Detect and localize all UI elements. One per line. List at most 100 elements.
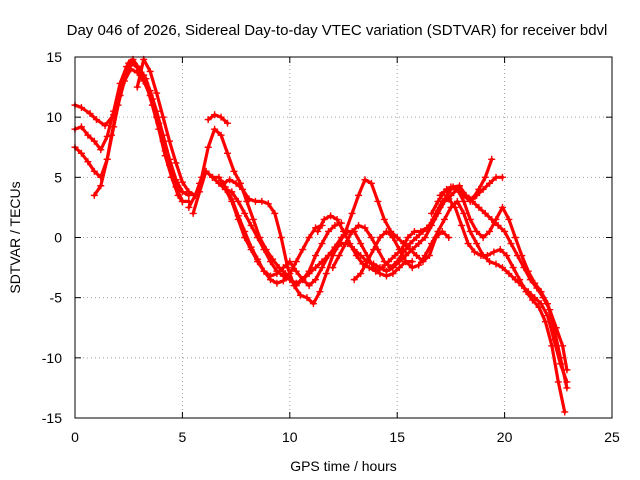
data-point: [230, 167, 238, 175]
data-point: [258, 197, 266, 205]
data-point: [196, 188, 204, 196]
data-point: [505, 215, 513, 223]
data-point: [552, 324, 560, 332]
data-point: [101, 122, 109, 130]
data-point: [202, 167, 210, 175]
data-point: [208, 173, 216, 181]
data-point: [320, 215, 328, 223]
data-point: [239, 185, 247, 193]
y-tick-label: -5: [50, 290, 63, 306]
data-point: [273, 267, 281, 275]
data-point: [464, 240, 472, 248]
data-point: [232, 179, 240, 187]
data-point: [312, 252, 320, 260]
x-tick-label: 20: [497, 429, 513, 445]
data-point: [348, 227, 356, 235]
data-point: [103, 155, 111, 163]
data-point: [86, 110, 94, 118]
data-point: [509, 264, 517, 272]
data-point: [481, 173, 489, 181]
data-point: [215, 173, 223, 181]
data-point: [408, 246, 416, 254]
series-trace: [352, 199, 569, 384]
data-point: [340, 227, 347, 235]
data-point: [413, 252, 421, 260]
series-10: [219, 176, 453, 308]
data-point: [116, 92, 124, 100]
series-trace: [331, 197, 567, 414]
data-point: [511, 276, 519, 284]
data-point: [410, 227, 418, 235]
data-point: [361, 176, 369, 184]
data-point: [142, 79, 150, 87]
data-point: [316, 288, 324, 296]
data-point: [245, 195, 253, 203]
data-point: [382, 227, 390, 235]
series-trace: [187, 127, 343, 288]
data-point: [260, 246, 268, 254]
data-point: [539, 294, 547, 302]
y-tick-label: 15: [46, 49, 62, 65]
data-point: [496, 246, 504, 254]
data-series: [71, 55, 571, 416]
data-point: [92, 116, 100, 124]
data-point: [331, 221, 339, 229]
data-point: [324, 252, 332, 260]
data-point: [247, 221, 255, 229]
data-point: [234, 212, 242, 220]
data-point: [318, 264, 326, 272]
data-point: [380, 258, 388, 266]
data-point: [466, 215, 474, 223]
data-point: [443, 191, 451, 199]
data-point: [374, 197, 382, 205]
data-point: [511, 234, 519, 241]
data-point: [380, 215, 388, 223]
series-trace: [135, 57, 197, 197]
data-point: [228, 195, 236, 203]
data-point: [533, 284, 541, 292]
data-point: [473, 240, 481, 248]
y-tick-label: 10: [46, 109, 62, 125]
data-point: [185, 188, 193, 196]
data-point: [217, 113, 225, 121]
data-point: [389, 234, 397, 241]
data-point: [355, 191, 363, 199]
data-point: [453, 197, 461, 205]
data-point: [357, 270, 365, 278]
data-point: [473, 227, 481, 235]
x-tick-label: 5: [179, 429, 187, 445]
data-point: [279, 272, 287, 280]
data-point: [376, 234, 384, 241]
data-point: [503, 252, 511, 260]
data-point: [303, 294, 311, 302]
data-point: [490, 248, 498, 256]
data-point: [479, 252, 487, 260]
data-point: [363, 258, 371, 266]
data-point: [185, 203, 193, 211]
data-point: [471, 248, 479, 256]
series-14: [350, 197, 571, 386]
data-point: [378, 264, 386, 272]
data-point: [468, 197, 476, 205]
x-axis-label: GPS time / hours: [290, 458, 397, 474]
data-point: [305, 270, 313, 278]
data-point: [389, 270, 397, 278]
data-point: [554, 378, 562, 386]
data-point: [492, 173, 500, 181]
data-point: [443, 185, 451, 193]
data-point: [219, 179, 227, 187]
data-point: [271, 209, 279, 217]
data-point: [445, 195, 453, 203]
data-point: [204, 116, 212, 124]
data-point: [254, 234, 262, 241]
data-point: [419, 227, 427, 235]
data-point: [395, 264, 403, 272]
data-point: [445, 234, 453, 241]
data-point: [299, 246, 307, 254]
data-point: [224, 149, 232, 157]
data-point: [537, 300, 545, 308]
data-point: [234, 197, 242, 205]
data-point: [211, 111, 219, 119]
data-point: [84, 131, 92, 139]
data-point: [372, 267, 380, 275]
